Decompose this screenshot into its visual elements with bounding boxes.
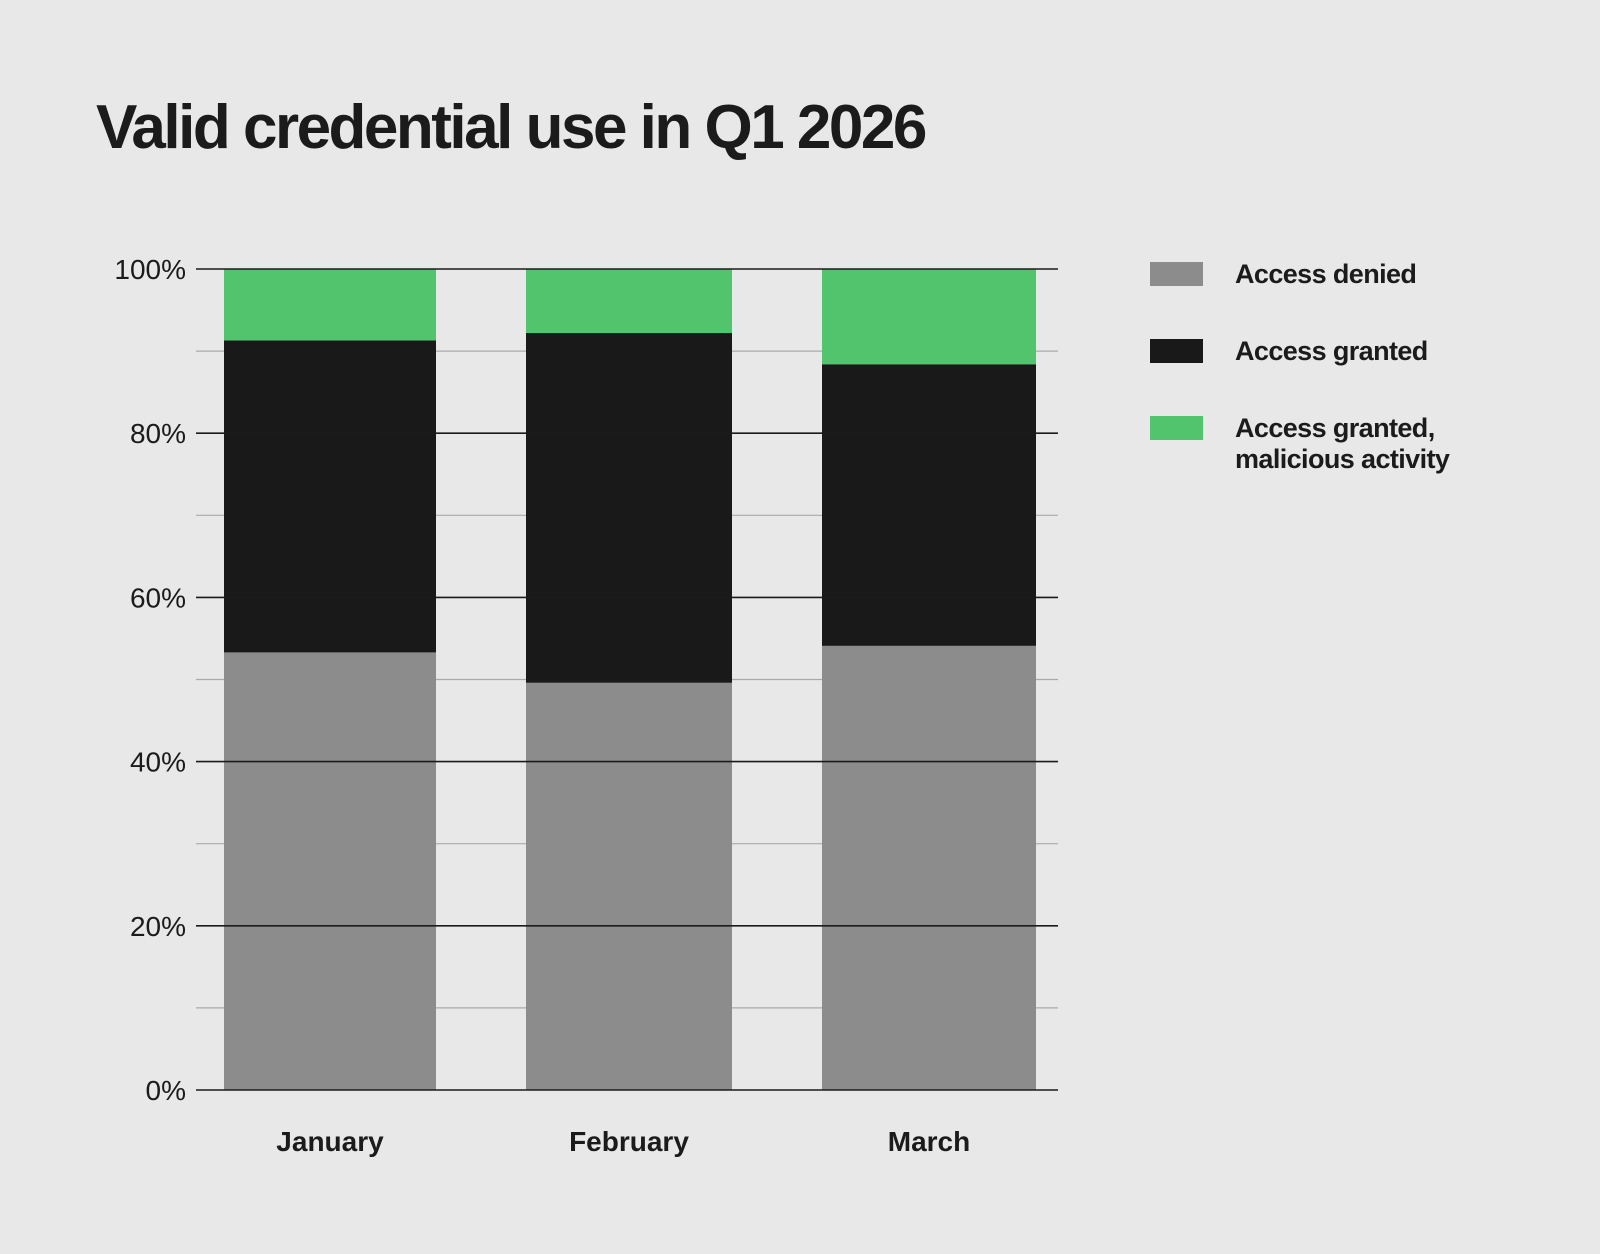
legend-swatch-access-granted: [1150, 339, 1203, 363]
chart-title: Valid credential use in Q1 2026: [96, 93, 927, 162]
legend-item-access-denied: Access denied: [1150, 259, 1570, 322]
y-axis: 0% 20% 40% 60% 80% 100%: [114, 254, 1058, 1106]
bar-march-series-2: [822, 269, 1036, 365]
legend-swatch-access-denied: [1150, 262, 1203, 286]
x-tick-label-march: March: [888, 1126, 970, 1157]
bars: [224, 269, 1036, 1090]
bar-march-series-0: [822, 645, 1036, 1090]
legend-label-access-denied: Access denied: [1235, 259, 1417, 289]
y-tick-label: 0%: [146, 1075, 186, 1106]
bar-march-series-1: [822, 364, 1036, 646]
x-axis: January February March: [276, 1126, 970, 1157]
y-tick-label: 60%: [130, 582, 186, 613]
legend-label-access-granted-malicious: Access granted, malicious activity: [1235, 413, 1450, 474]
x-tick-label-february: February: [569, 1126, 689, 1157]
y-tick-label: 100%: [114, 254, 186, 285]
bar-february-series-1: [526, 333, 732, 683]
bar-january-series-1: [224, 340, 436, 653]
y-tick-label: 20%: [130, 911, 186, 942]
x-tick-label-january: January: [276, 1126, 384, 1157]
legend-label-access-granted: Access granted: [1235, 336, 1428, 366]
bar-february-series-2: [526, 269, 732, 334]
legend-item-access-granted: Access granted: [1150, 336, 1570, 399]
y-tick-label: 40%: [130, 747, 186, 778]
y-tick-label: 80%: [130, 418, 186, 449]
legend-item-access-granted-malicious: Access granted, malicious activity: [1150, 413, 1570, 476]
legend-swatch-access-granted-malicious: [1150, 416, 1203, 440]
bar-january-series-2: [224, 269, 436, 341]
bar-january-series-0: [224, 652, 436, 1090]
bar-february-series-0: [526, 682, 732, 1090]
